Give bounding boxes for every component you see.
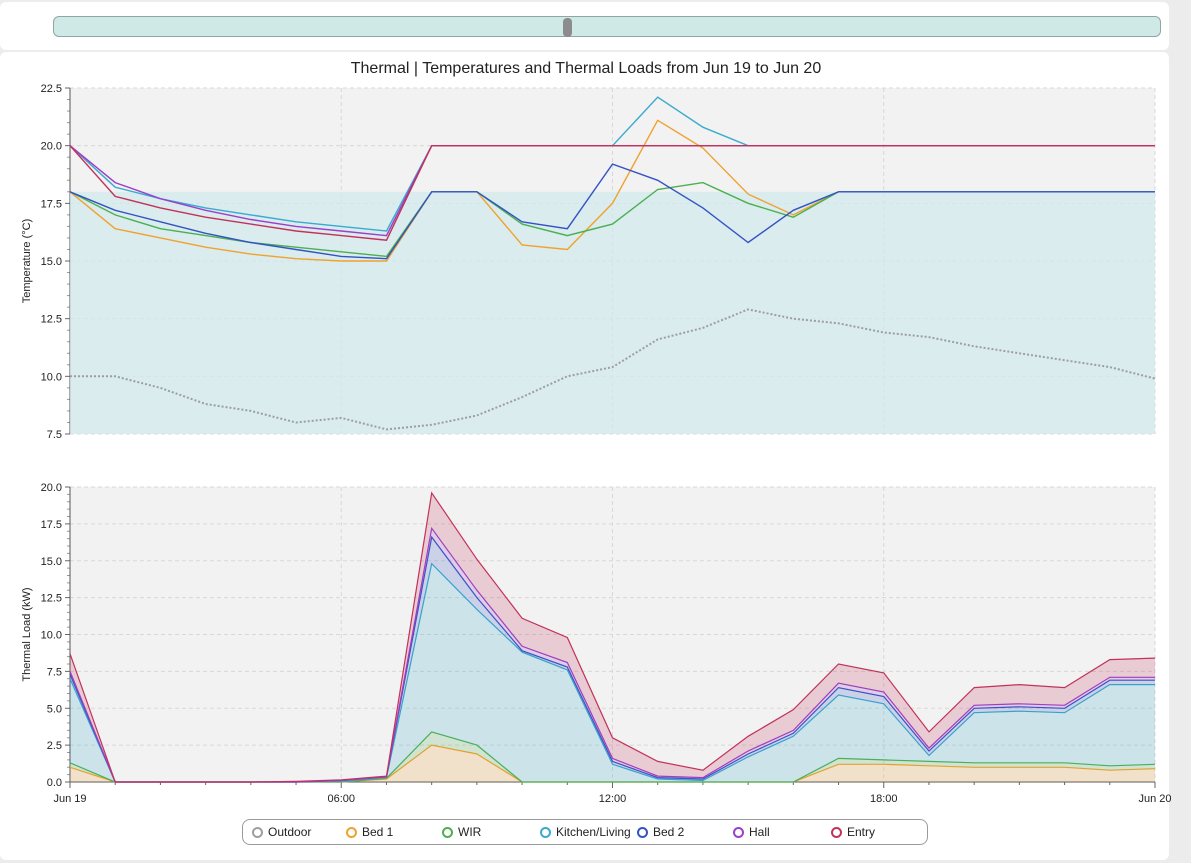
range-slider-track[interactable] bbox=[53, 16, 1161, 37]
load-x-tick-label: 06:00 bbox=[327, 793, 355, 805]
comfort-band bbox=[70, 191, 1155, 434]
temp-y-tick-label: 20.0 bbox=[41, 141, 62, 153]
load-y-tick-label: 7.5 bbox=[47, 666, 62, 678]
load-area-kitchen-living bbox=[70, 563, 1155, 782]
legend-label: Hall bbox=[749, 825, 770, 839]
legend-label: Entry bbox=[847, 825, 876, 839]
legend-item-hall[interactable]: Hall bbox=[733, 825, 770, 839]
temp-y-tick-label: 7.5 bbox=[47, 429, 62, 441]
legend-item-bed-1[interactable]: Bed 1 bbox=[346, 825, 393, 839]
temp-line-bed-2 bbox=[69, 163, 1155, 260]
load-x-tick-label: Jun 20 bbox=[1138, 793, 1171, 805]
range-slider-panel bbox=[0, 2, 1169, 50]
thermal-load-chart: 20.0 17.5 15.0 12.5 10.0 7.5 5.0 2.5 0.0 Jun 19 06… bbox=[21, 482, 1172, 805]
legend-label: Kitchen/Living bbox=[556, 825, 631, 839]
temp-y-tick-label: 12.5 bbox=[41, 314, 62, 326]
legend-marker-icon bbox=[252, 827, 263, 838]
temp-line-entry bbox=[69, 144, 1155, 241]
temp-y-axis-label: Temperature (°C) bbox=[21, 219, 33, 303]
legend-label: Bed 2 bbox=[653, 825, 685, 839]
legend-item-entry[interactable]: Entry bbox=[831, 825, 875, 839]
temp-y-tick-label: 15.0 bbox=[41, 256, 62, 268]
load-y-tick-label: 20.0 bbox=[41, 482, 62, 494]
load-x-tick-label: Jun 19 bbox=[53, 793, 86, 805]
temp-y-tick-label: 22.5 bbox=[41, 83, 62, 95]
legend-item-kitchen-living[interactable]: Kitchen/Living bbox=[540, 825, 631, 839]
load-y-tick-label: 2.5 bbox=[47, 740, 62, 752]
range-slider-thumb[interactable] bbox=[563, 18, 572, 37]
load-y-tick-label: 10.0 bbox=[41, 630, 62, 642]
temp-y-tick-label: 17.5 bbox=[41, 198, 62, 210]
legend-marker-icon bbox=[733, 827, 744, 838]
load-line-entry bbox=[69, 491, 1156, 783]
legend-marker-icon bbox=[831, 827, 842, 838]
legend-item-wir[interactable]: WIR bbox=[442, 825, 481, 839]
legend-item-bed-2[interactable]: Bed 2 bbox=[637, 825, 684, 839]
temperature-chart: 22.5 20.0 17.5 15.0 12.5 10.0 7.5 Temperature (… bbox=[21, 83, 1156, 441]
load-area-bed-1 bbox=[70, 745, 1155, 782]
legend-marker-icon bbox=[637, 827, 648, 838]
chart-title: Thermal | Temperatures and Thermal Loads… bbox=[351, 60, 822, 77]
load-x-tick-label: 18:00 bbox=[870, 793, 898, 805]
legend-marker-icon bbox=[346, 827, 357, 838]
legend-label: WIR bbox=[458, 825, 482, 839]
legend: Outdoor Bed 1 WIR Kitchen/Living Bed 2 Hall En… bbox=[242, 819, 928, 845]
load-y-tick-label: 12.5 bbox=[41, 593, 62, 605]
legend-item-outdoor[interactable]: Outdoor bbox=[252, 825, 311, 839]
legend-marker-icon bbox=[442, 827, 453, 838]
load-y-axis-label: Thermal Load (kW) bbox=[21, 587, 33, 681]
temp-y-tick-label: 10.0 bbox=[41, 371, 62, 383]
load-y-tick-label: 0.0 bbox=[47, 777, 62, 789]
legend-marker-icon bbox=[540, 827, 551, 838]
load-y-tick-label: 15.0 bbox=[41, 556, 62, 568]
temp-line-outdoor bbox=[70, 308, 1156, 431]
load-y-tick-label: 17.5 bbox=[41, 519, 62, 531]
load-y-tick-label: 5.0 bbox=[47, 703, 62, 715]
load-x-tick-label: 12:00 bbox=[599, 793, 627, 805]
legend-label: Outdoor bbox=[268, 825, 312, 839]
legend-label: Bed 1 bbox=[362, 825, 394, 839]
